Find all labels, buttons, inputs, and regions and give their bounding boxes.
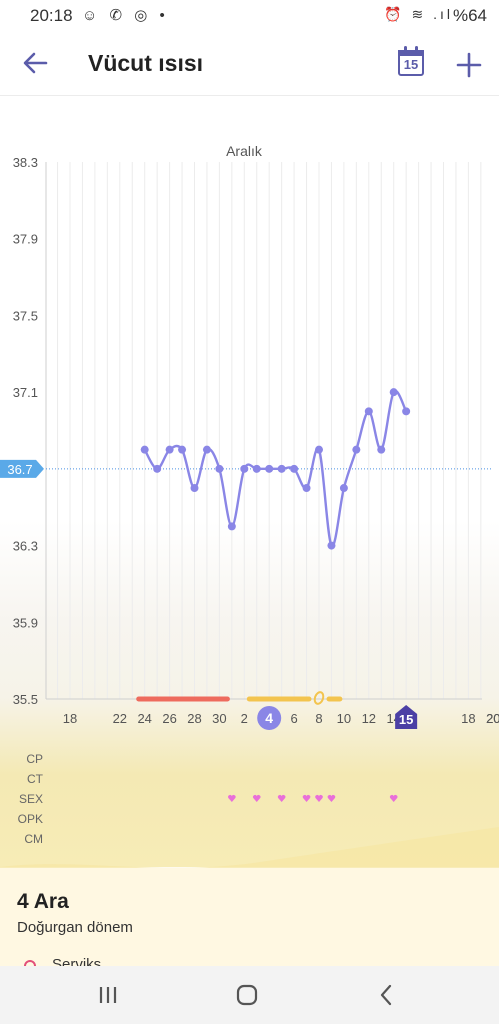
symptom-row-label: SEX [19, 792, 43, 806]
selected-day-marker [257, 706, 282, 730]
x-tick-label: 15 [399, 712, 413, 727]
notification-icons: ☺ ✆ ◎ • [82, 7, 169, 24]
y-tick-label: 36.7 [7, 462, 32, 477]
x-tick-label: 28 [187, 711, 201, 726]
temperature-point [339, 484, 348, 493]
x-tick-label: 30 [212, 711, 226, 726]
temperature-point [302, 484, 311, 493]
x-tick-label: 10 [337, 711, 351, 726]
x-tick-label: 22 [113, 711, 127, 726]
day-info-panel: 4 Ara Doğurgan dönem Serviks [0, 868, 499, 973]
selected-date: 4 Ara [17, 890, 69, 913]
temperature-point [178, 445, 187, 454]
temperature-point [165, 445, 174, 454]
symptom-row-label: CT [27, 772, 44, 786]
x-tick-label: 12 [362, 711, 376, 726]
temperature-point [190, 484, 199, 493]
battery-level: %64 [452, 6, 487, 25]
temperature-point [352, 445, 361, 454]
x-tick-label: 20 [486, 711, 499, 726]
status-time: 20:18 [30, 6, 73, 25]
heart-icon [277, 794, 286, 802]
temperature-series [140, 388, 411, 550]
temperature-point [389, 388, 398, 397]
y-tick-label: 36.3 [13, 539, 38, 554]
temperature-point [140, 445, 149, 454]
y-tick-label: 35.5 [13, 692, 38, 707]
calendar-icon[interactable]: 15 [398, 46, 424, 76]
temperature-point [227, 522, 236, 531]
heart-icon [389, 794, 398, 802]
temperature-point [402, 407, 411, 416]
symptom-row-label: OPK [18, 812, 43, 826]
y-tick-label: 38.3 [13, 155, 38, 170]
heart-icon [228, 794, 236, 802]
x-tick-label: 20 [486, 711, 499, 726]
system-icons: ⏰ ≋ .ıl [384, 6, 453, 22]
x-tick-label: 4 [265, 710, 273, 726]
y-tick-label: 37.9 [13, 232, 38, 247]
temperature-point [153, 464, 162, 473]
temperature-point [327, 541, 336, 550]
app-bar: Vücut ısısı 15 [0, 32, 499, 96]
home-icon[interactable] [232, 980, 262, 1010]
recent-apps-icon[interactable] [93, 980, 123, 1010]
temperature-point [265, 464, 274, 473]
symptom-row-label: CP [26, 752, 43, 766]
y-tick-label: 37.1 [13, 385, 38, 400]
chart-title: Aralık [226, 143, 263, 159]
temperature-point [277, 464, 286, 473]
temperature-point [240, 464, 249, 473]
cycle-bars [136, 691, 343, 705]
arrow-left-icon[interactable] [20, 46, 50, 80]
today-marker [395, 705, 418, 729]
y-tick-label: 35.9 [13, 615, 38, 630]
status-bar: 20:18 ☺ ✆ ◎ • ⏰ ≋ .ıl %64 [0, 0, 499, 32]
symptom-row-label: CM [24, 832, 43, 846]
ovulation-marker [313, 691, 325, 705]
back-nav-icon[interactable] [372, 980, 402, 1010]
temperature-chart[interactable]: Aralık 38.337.937.537.136.736.335.935.5 … [0, 97, 499, 867]
symptom-rows: CP CT SEX OPK CM [18, 752, 398, 846]
temperature-point [215, 464, 224, 473]
x-tick-label: 6 [290, 711, 297, 726]
temperature-point [377, 445, 386, 454]
x-tick-label: 18 [461, 711, 475, 726]
x-tick-label: 26 [162, 711, 176, 726]
plus-icon[interactable] [456, 44, 482, 92]
x-tick-label: 24 [137, 711, 151, 726]
temperature-point [364, 407, 373, 416]
heart-icon [302, 794, 311, 802]
cycle-phase: Doğurgan dönem [17, 919, 133, 936]
y-tick-label: 37.5 [13, 308, 38, 323]
navigation-bar [0, 966, 499, 1024]
page-title: Vücut ısısı [88, 50, 204, 76]
reference-tag [0, 459, 44, 478]
heart-icon [315, 794, 323, 802]
y-axis: 38.3 37.9 37.5 37.1 36.7 36.3 35.9 35.5 [0, 155, 44, 707]
temperature-point [252, 464, 261, 473]
calendar-day: 15 [403, 57, 419, 72]
temperature-point [202, 445, 211, 454]
temperature-point [290, 464, 299, 473]
x-tick-label: 8 [315, 711, 322, 726]
heart-icon [252, 794, 261, 802]
chart-grid [45, 162, 492, 700]
x-tick-label: 2 [241, 711, 248, 726]
x-tick-label: 18 [63, 711, 77, 726]
heart-icon [327, 794, 336, 802]
temperature-point [315, 445, 323, 454]
